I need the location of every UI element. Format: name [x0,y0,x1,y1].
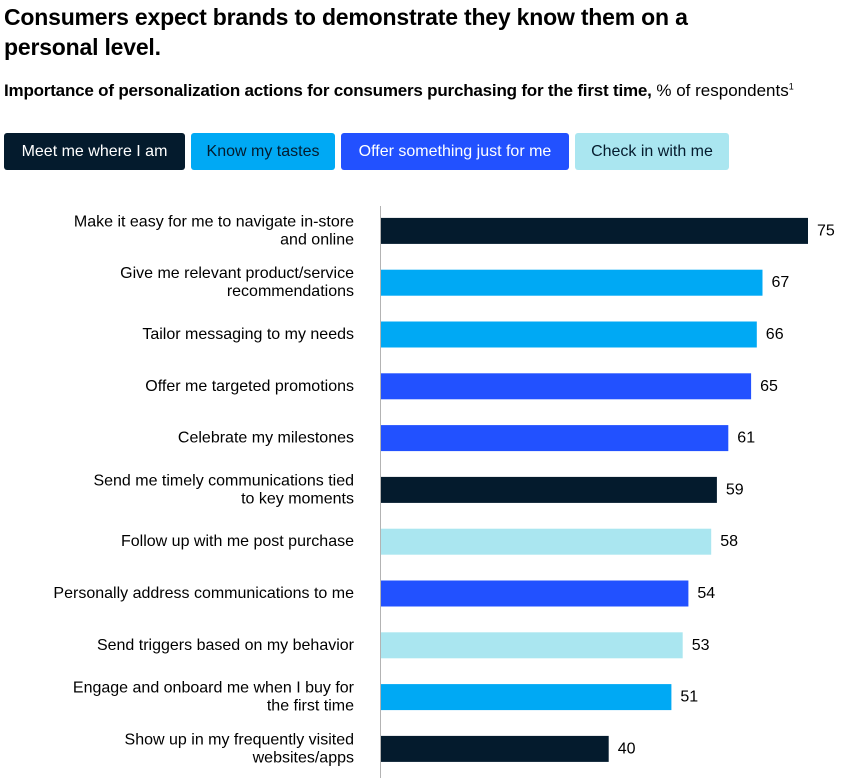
bar-make-it-easy-for-me-to-navigate-in-store-and-online [381,217,808,244]
legend-item-check-in-with-me: Check in with me [575,133,729,170]
subtitle-main: Importance of personalization actions fo… [4,81,652,100]
category-label-engage-and-onboard-me-when-i-buy-for-the-first-time: Engage and onboard me when I buy for the … [73,680,355,715]
category-label-give-me-relevant-product-service-recommendations: Give me relevant product/service recommen… [120,265,354,300]
bar-offer-me-targeted-promotions [381,373,752,400]
bar-send-me-timely-communications-tied-to-key-moments [381,476,717,503]
category-label-follow-up-with-me-post-purchase: Follow up with me post purchase [121,533,354,550]
category-label-personally-address-communications-to-me: Personally address communications to me [53,585,354,602]
bar-follow-up-with-me-post-purchase [381,528,712,555]
data-label-tailor-messaging-to-my-needs: 66 [766,326,784,343]
category-label-send-me-timely-communications-tied-to-key-moments: Send me timely communications tied to key… [93,472,354,507]
category-label-show-up-in-my-frequently-visited-websites-apps: Show up in my frequently visited websites… [125,731,354,766]
data-label-show-up-in-my-frequently-visited-websites-apps: 40 [618,740,636,757]
bar-engage-and-onboard-me-when-i-buy-for-the-first-time [381,684,672,711]
data-label-give-me-relevant-product-service-recommendations: 67 [772,274,790,291]
bars-group: 75 Make it easy for me to navigate in-sto… [53,213,834,766]
legend-item-meet-me-where-i-am: Meet me where I am [4,133,185,170]
subtitle-unit: % of respondents [656,81,789,100]
category-label-send-triggers-based-on-my-behavior: Send triggers based on my behavior [97,637,355,654]
category-label-tailor-messaging-to-my-needs: Tailor messaging to my needs [142,326,354,343]
bar-give-me-relevant-product-service-recommendations [381,269,763,296]
bar-celebrate-my-milestones [381,425,729,452]
legend-item-know-my-tastes: Know my tastes [191,133,335,170]
data-label-make-it-easy-for-me-to-navigate-in-store-and-online: 75 [817,222,835,239]
legend-item-offer-something-just-for-me: Offer something just for me [341,133,569,170]
bar-show-up-in-my-frequently-visited-websites-apps [381,735,609,762]
bar-tailor-messaging-to-my-needs [381,321,757,348]
category-label-offer-me-targeted-promotions: Offer me targeted promotions [145,378,354,395]
data-label-engage-and-onboard-me-when-i-buy-for-the-first-time: 51 [680,689,698,706]
footnote-marker: 1 [788,81,794,92]
category-label-celebrate-my-milestones: Celebrate my milestones [178,430,354,447]
data-label-celebrate-my-milestones: 61 [737,430,755,447]
data-label-personally-address-communications-to-me: 54 [697,585,715,602]
data-label-follow-up-with-me-post-purchase: 58 [720,533,738,550]
data-label-send-me-timely-communications-tied-to-key-moments: 59 [726,481,744,498]
data-label-send-triggers-based-on-my-behavior: 53 [692,637,710,654]
bar-personally-address-communications-to-me [381,580,689,607]
data-label-offer-me-targeted-promotions: 65 [760,378,778,395]
bar-send-triggers-based-on-my-behavior [381,632,683,659]
category-label-make-it-easy-for-me-to-navigate-in-store-and-online: Make it easy for me to navigate in-store… [74,213,354,248]
chart-title: Consumers expect brands to demonstrate t… [4,4,688,60]
chart-subtitle: Importance of personalization actions fo… [4,80,854,102]
